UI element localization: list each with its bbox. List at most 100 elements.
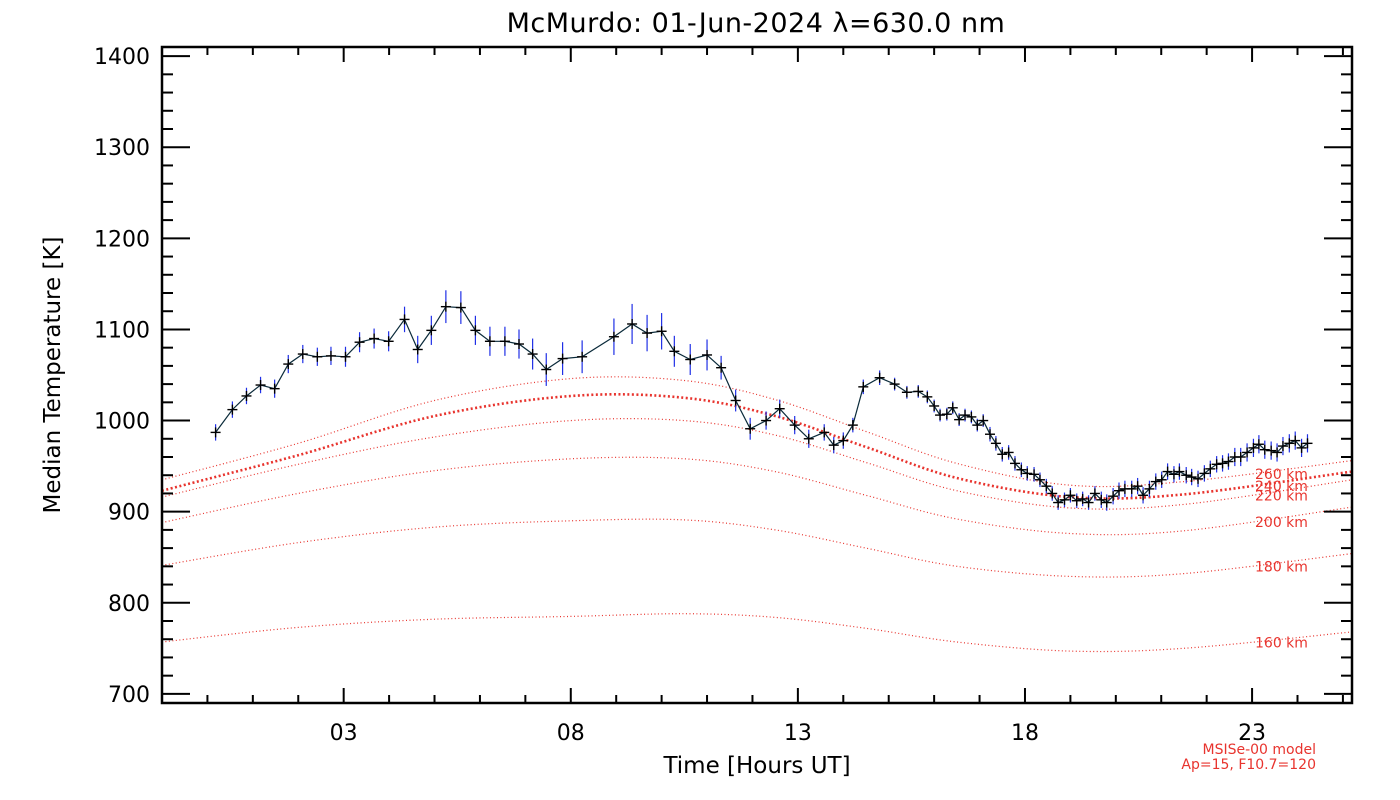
x-tick-label: 08: [557, 721, 585, 746]
data-point: [608, 331, 619, 342]
data-point: [577, 351, 588, 362]
data-point: [383, 336, 394, 347]
model-annotation-name: MSISe-00 model: [1202, 742, 1316, 758]
data-point: [325, 350, 336, 361]
data-point: [642, 328, 653, 339]
data-point: [828, 440, 839, 451]
data-point: [1156, 474, 1167, 485]
data-point: [803, 433, 814, 444]
data-point: [297, 349, 308, 360]
data-point: [997, 449, 1008, 460]
data-point: [685, 354, 696, 365]
y-tick-label: 900: [108, 501, 150, 526]
data-point: [935, 410, 946, 421]
data-point: [990, 438, 1001, 449]
chart-title: McMurdo: 01-Jun-2024 λ=630.0 nm: [507, 8, 1006, 39]
data-point: [426, 325, 437, 336]
data-point: [1089, 488, 1100, 499]
data-point: [1138, 490, 1149, 501]
data-point: [527, 349, 538, 360]
model-curve-label: 260 km: [1255, 467, 1308, 483]
data-point: [966, 411, 977, 422]
data-point: [819, 427, 830, 438]
data-point: [1272, 447, 1283, 458]
x-tick-label: 13: [784, 721, 812, 746]
data-point: [399, 314, 410, 325]
data-point: [913, 386, 924, 397]
y-tick-label: 1300: [94, 136, 150, 161]
data-point: [283, 359, 294, 370]
data-point: [1290, 435, 1301, 446]
data-point: [656, 326, 667, 337]
data-point: [440, 301, 451, 312]
data-point: [1277, 441, 1288, 452]
data-point: [1022, 468, 1033, 479]
data-point: [1193, 473, 1204, 484]
model-curve-label: 160 km: [1255, 635, 1308, 651]
y-tick-label: 700: [108, 683, 150, 708]
y-tick-label: 1100: [94, 318, 150, 343]
data-point: [1065, 490, 1076, 501]
data-point: [1211, 459, 1222, 470]
data-point: [1113, 485, 1124, 496]
data-point: [470, 325, 481, 336]
data-point: [947, 402, 958, 413]
model-curve-200-km: [162, 456, 1352, 536]
data-point: [1041, 481, 1052, 492]
data-point: [269, 383, 280, 394]
y-tick-label: 1400: [94, 45, 150, 70]
data-point: [1259, 444, 1270, 455]
data-point: [1150, 476, 1161, 487]
data-point: [716, 362, 727, 373]
plot-frame: [160, 45, 1354, 705]
model-curve-label: 180 km: [1255, 559, 1308, 575]
model-curve-180-km: [162, 518, 1352, 578]
data-point: [1029, 469, 1040, 480]
y-axis-title: Median Temperature [K]: [40, 237, 66, 514]
data-point: [745, 423, 756, 434]
x-tick-label: 18: [1011, 721, 1039, 746]
data-point: [1217, 458, 1228, 469]
data-point: [1174, 466, 1185, 477]
data-point: [1144, 483, 1155, 494]
data-point: [1126, 483, 1137, 494]
data-point: [210, 427, 221, 438]
data-point: [941, 409, 952, 420]
data-point: [1132, 481, 1143, 492]
data-point: [499, 336, 510, 347]
data-point: [1199, 468, 1210, 479]
data-point: [627, 318, 638, 329]
data-point: [889, 379, 900, 390]
data-point: [312, 351, 323, 362]
data-point: [1168, 469, 1179, 480]
data-point: [985, 429, 996, 440]
data-point: [847, 420, 858, 431]
x-tick-label: 03: [330, 721, 358, 746]
x-axis-title: Time [Hours UT]: [662, 753, 850, 779]
model-curve-label: 240 km: [1255, 479, 1308, 495]
data-point: [702, 349, 713, 360]
model-curves: [162, 376, 1352, 653]
data-point: [1253, 439, 1264, 450]
data-point: [1266, 445, 1277, 456]
data-point: [972, 420, 983, 431]
data-point: [1108, 491, 1119, 502]
data-point: [874, 372, 885, 383]
data-point: [1071, 495, 1082, 506]
y-tick-label: 1000: [94, 410, 150, 435]
data-point: [978, 415, 989, 426]
data-point: [369, 333, 380, 344]
data-point: [1186, 472, 1197, 483]
data-point: [1009, 458, 1020, 469]
data-point: [541, 364, 552, 375]
model-curve-label: 220 km: [1255, 488, 1308, 504]
data-point: [1101, 497, 1112, 508]
data-point: [1034, 474, 1045, 485]
data-point: [1162, 466, 1173, 477]
axis-ticks: 03 08 13 18 23 700 800 900 1000 1100 1200 1300 1400: [94, 45, 1352, 746]
data-point: [669, 346, 680, 357]
data-point: [412, 344, 423, 355]
data-series: [210, 290, 1313, 511]
data-point: [761, 415, 772, 426]
